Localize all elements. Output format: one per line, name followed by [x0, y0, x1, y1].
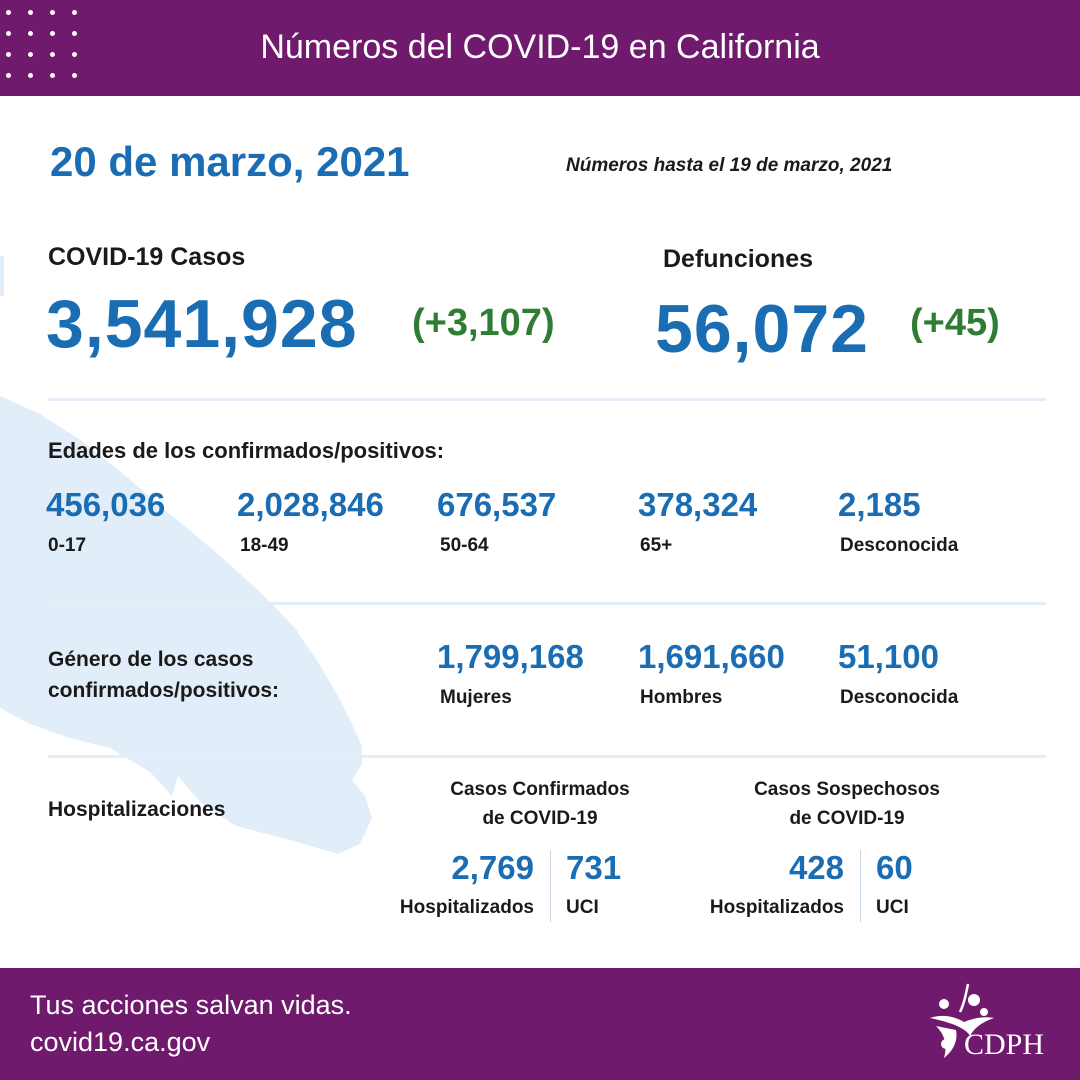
- gender-section-title-line1: Género de los casos: [48, 648, 254, 671]
- section-divider: [48, 602, 1046, 605]
- suspected-hospitalized-label: Hospitalizados: [709, 897, 844, 918]
- cases-change: (+3,107): [412, 302, 555, 344]
- age-65-plus-value: 378,324: [638, 486, 758, 523]
- page-title: Números del COVID-19 en California: [260, 28, 820, 66]
- age-unknown-label: Desconocida: [840, 535, 959, 556]
- confirmed-heading-line2: de COVID-19: [482, 808, 598, 829]
- confirmed-icu-value: 731: [566, 849, 622, 886]
- column-separator: [550, 850, 551, 922]
- deaths-change: (+45): [910, 302, 1000, 344]
- age-65-plus-label: 65+: [640, 535, 673, 556]
- footer-tagline: Tus acciones salvan vidas.: [30, 990, 352, 1020]
- footer-banner: [0, 968, 1080, 1080]
- footer-website-link[interactable]: covid19.ca.gov: [30, 1027, 211, 1057]
- age-0-17-value: 456,036: [46, 486, 166, 523]
- gender-female-label: Mujeres: [440, 687, 512, 708]
- gender-female-value: 1,799,168: [437, 638, 584, 675]
- age-18-49-label: 18-49: [240, 535, 289, 556]
- column-separator: [860, 850, 861, 922]
- age-50-64-label: 50-64: [440, 535, 489, 556]
- section-divider: [48, 398, 1046, 401]
- report-date: 20 de marzo, 2021: [50, 138, 410, 185]
- confirmed-heading-line1: Casos Confirmados: [450, 779, 630, 800]
- confirmed-hospitalized-label: Hospitalizados: [399, 897, 534, 918]
- age-unknown-value: 2,185: [838, 486, 921, 523]
- cases-label: COVID-19 Casos: [48, 243, 246, 271]
- suspected-heading-line1: Casos Sospechosos: [754, 779, 940, 800]
- hospital-section-title: Hospitalizaciones: [48, 798, 226, 821]
- confirmed-icu-label: UCI: [566, 897, 599, 918]
- gender-unknown-value: 51,100: [838, 638, 939, 675]
- confirmed-cases-heading: Casos Confirmados de COVID-19: [420, 775, 660, 833]
- cdph-logo: CDPH: [930, 983, 1044, 1061]
- deaths-label: Defunciones: [663, 245, 814, 273]
- cdph-logo-text: CDPH: [964, 1028, 1044, 1061]
- ages-section-title: Edades de los confirmados/positivos:: [48, 438, 445, 463]
- header-banner: Números del COVID-19 en California: [0, 0, 1080, 96]
- gender-male-label: Hombres: [640, 687, 723, 708]
- gender-male-value: 1,691,660: [638, 638, 785, 675]
- deaths-total: 56,072: [655, 291, 869, 367]
- dot-pattern-decoration: [6, 10, 86, 86]
- age-50-64-value: 676,537: [437, 486, 557, 523]
- confirmed-hospitalized-value: 2,769: [451, 849, 534, 886]
- california-map-silhouette: [0, 256, 372, 854]
- age-18-49-value: 2,028,846: [237, 486, 384, 523]
- suspected-heading-line2: de COVID-19: [789, 808, 905, 829]
- data-as-of-note: Números hasta el 19 de marzo, 2021: [566, 155, 893, 176]
- cases-total: 3,541,928: [46, 286, 358, 362]
- suspected-cases-heading: Casos Sospechosos de COVID-19: [727, 775, 967, 833]
- age-0-17-label: 0-17: [48, 535, 87, 556]
- section-divider: [48, 755, 1046, 758]
- gender-unknown-label: Desconocida: [840, 687, 959, 708]
- gender-section-title-line2: confirmados/positivos:: [48, 679, 280, 702]
- suspected-icu-value: 60: [876, 849, 913, 886]
- suspected-icu-label: UCI: [876, 897, 909, 918]
- suspected-hospitalized-value: 428: [788, 849, 844, 886]
